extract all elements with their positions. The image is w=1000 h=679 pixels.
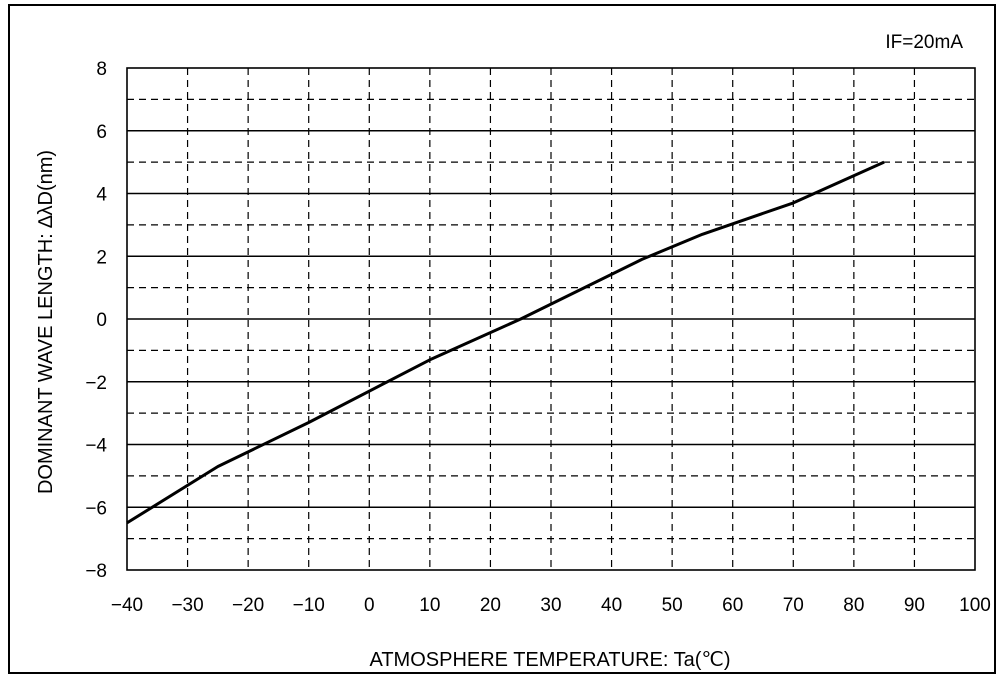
x-tick-label: 90 — [904, 595, 925, 616]
y-tick-label: −8 — [85, 561, 107, 582]
x-tick-label: 10 — [419, 595, 440, 616]
x-tick-label: −20 — [232, 595, 264, 616]
x-tick-label: 20 — [480, 595, 501, 616]
x-tick-label: −10 — [293, 595, 325, 616]
y-tick-label: 6 — [96, 122, 107, 143]
series-layer — [126, 160, 885, 525]
plot-border-rect — [126, 67, 976, 571]
x-tick-label: 40 — [601, 595, 622, 616]
grid — [127, 68, 975, 570]
chart-frame — [8, 4, 996, 674]
x-tick-label: 0 — [364, 595, 375, 616]
y-tick-label: 8 — [96, 59, 107, 80]
x-tick-label: 30 — [540, 595, 561, 616]
x-tick-label: 80 — [843, 595, 864, 616]
x-tick-label: 70 — [783, 595, 804, 616]
x-tick-label: −40 — [111, 595, 143, 616]
x-tick-label: 60 — [722, 595, 743, 616]
y-tick-label: 0 — [96, 310, 107, 331]
series-line — [126, 160, 885, 525]
y-tick-label: −6 — [85, 498, 107, 519]
x-tick-label: −30 — [171, 595, 203, 616]
y-axis-title: DOMINANT WAVE LENGTH: ∆λD(nm) — [35, 150, 57, 494]
x-tick-labels: −40 −30 −20 −10 0 10 20 30 40 50 60 70 80 90 100 — [111, 595, 991, 616]
y-tick-labels: −8 −6 −4 −2 0 2 4 6 8 — [85, 59, 107, 582]
y-tick-label: −2 — [85, 373, 107, 394]
y-tick-label: 4 — [96, 185, 107, 206]
y-tick-label: −4 — [85, 436, 107, 457]
y-tick-label: 2 — [96, 247, 107, 268]
plot-area-border — [126, 67, 976, 571]
x-tick-label: 50 — [662, 595, 683, 616]
annotation-label: IF=20mA — [885, 32, 963, 53]
x-tick-label: 100 — [959, 595, 991, 616]
x-axis-title: ATMOSPHERE TEMPERATURE: Ta(℃) — [369, 649, 730, 671]
